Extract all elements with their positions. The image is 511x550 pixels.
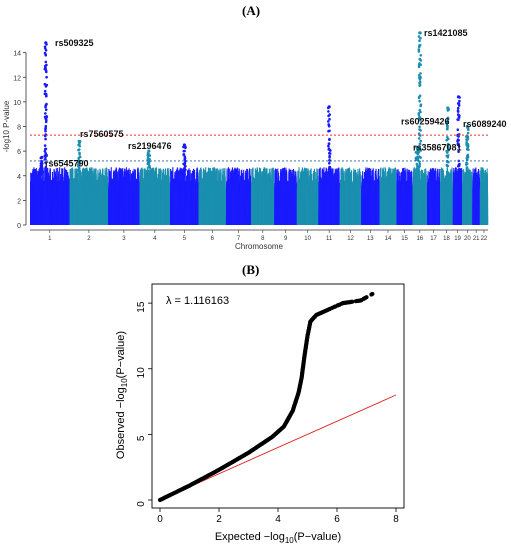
snp-point [65,191,66,225]
snp-point [46,183,47,225]
y-tick-label: 4 [17,174,21,181]
y-axis-label: -log10 P-value [2,100,11,152]
snp-point [68,187,69,225]
snp-point [31,207,32,225]
y-tick-label: 12 [13,75,21,82]
snp-point [43,187,44,225]
snp-point [51,182,52,225]
snp-point [67,184,68,225]
snp-point [37,184,38,225]
snp-point [35,197,36,225]
snp-point [63,189,64,225]
snp-point [39,196,40,225]
snp-point [41,189,42,225]
snp-point [61,197,62,225]
y-tick-label: 2 [17,198,21,205]
snp-point [48,205,49,225]
y-tick-label: 6 [17,149,21,156]
panel-a-label: (A) [242,3,260,19]
y-tick-label: 10 [13,100,21,107]
snp-point [59,188,60,225]
snp-point [55,213,56,225]
y-tick-label: 0 [17,223,21,230]
y-tick-label: 8 [17,125,21,132]
y-tick-label: 14 [13,51,21,58]
snp-point [50,220,51,225]
snp-point [42,206,43,225]
snp-point [53,205,54,225]
snp-point [64,189,65,225]
